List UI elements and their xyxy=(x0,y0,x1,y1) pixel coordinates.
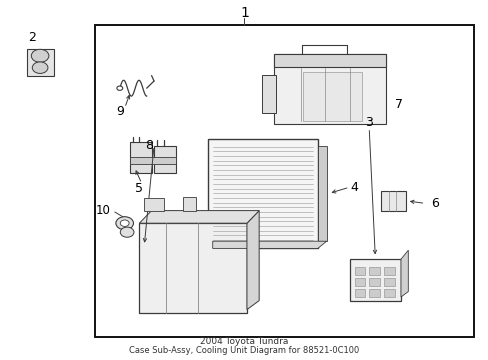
Polygon shape xyxy=(212,241,326,248)
Circle shape xyxy=(120,220,129,226)
Circle shape xyxy=(116,217,133,230)
Text: 2004 Toyota Tundra: 2004 Toyota Tundra xyxy=(200,337,288,346)
Circle shape xyxy=(117,86,122,90)
Circle shape xyxy=(32,62,48,73)
Text: 4: 4 xyxy=(350,181,358,194)
Text: 8: 8 xyxy=(145,139,153,152)
Polygon shape xyxy=(246,211,259,310)
Bar xyxy=(129,157,176,164)
Text: 10: 10 xyxy=(95,204,110,217)
Polygon shape xyxy=(139,211,259,223)
Bar xyxy=(261,75,276,113)
Text: 1: 1 xyxy=(240,6,248,19)
Circle shape xyxy=(120,227,134,237)
Text: 7: 7 xyxy=(394,98,402,111)
Bar xyxy=(27,49,54,76)
Bar xyxy=(303,72,361,121)
Bar xyxy=(317,146,326,241)
Circle shape xyxy=(31,49,49,62)
Bar xyxy=(207,139,317,248)
Text: Case Sub-Assy, Cooling Unit Diagram for 88521-0C100: Case Sub-Assy, Cooling Unit Diagram for … xyxy=(129,346,359,355)
Bar xyxy=(139,223,246,313)
Bar xyxy=(129,142,151,173)
Text: 5: 5 xyxy=(135,183,143,195)
Bar xyxy=(273,54,386,124)
Bar xyxy=(95,25,473,337)
Bar xyxy=(368,267,379,275)
Bar xyxy=(354,289,365,297)
Bar xyxy=(349,259,400,301)
Bar xyxy=(154,146,176,173)
Bar xyxy=(183,197,195,211)
Bar xyxy=(383,289,394,297)
Text: 9: 9 xyxy=(116,105,123,118)
Bar xyxy=(354,278,365,286)
Polygon shape xyxy=(400,250,407,297)
Bar xyxy=(354,267,365,275)
Bar xyxy=(273,54,386,67)
Text: 2: 2 xyxy=(28,31,36,44)
Bar xyxy=(383,267,394,275)
Bar xyxy=(368,289,379,297)
Bar xyxy=(144,198,163,211)
Bar xyxy=(383,278,394,286)
Text: 3: 3 xyxy=(365,116,372,129)
Bar xyxy=(381,191,405,211)
Text: 6: 6 xyxy=(430,197,438,210)
Bar xyxy=(368,278,379,286)
